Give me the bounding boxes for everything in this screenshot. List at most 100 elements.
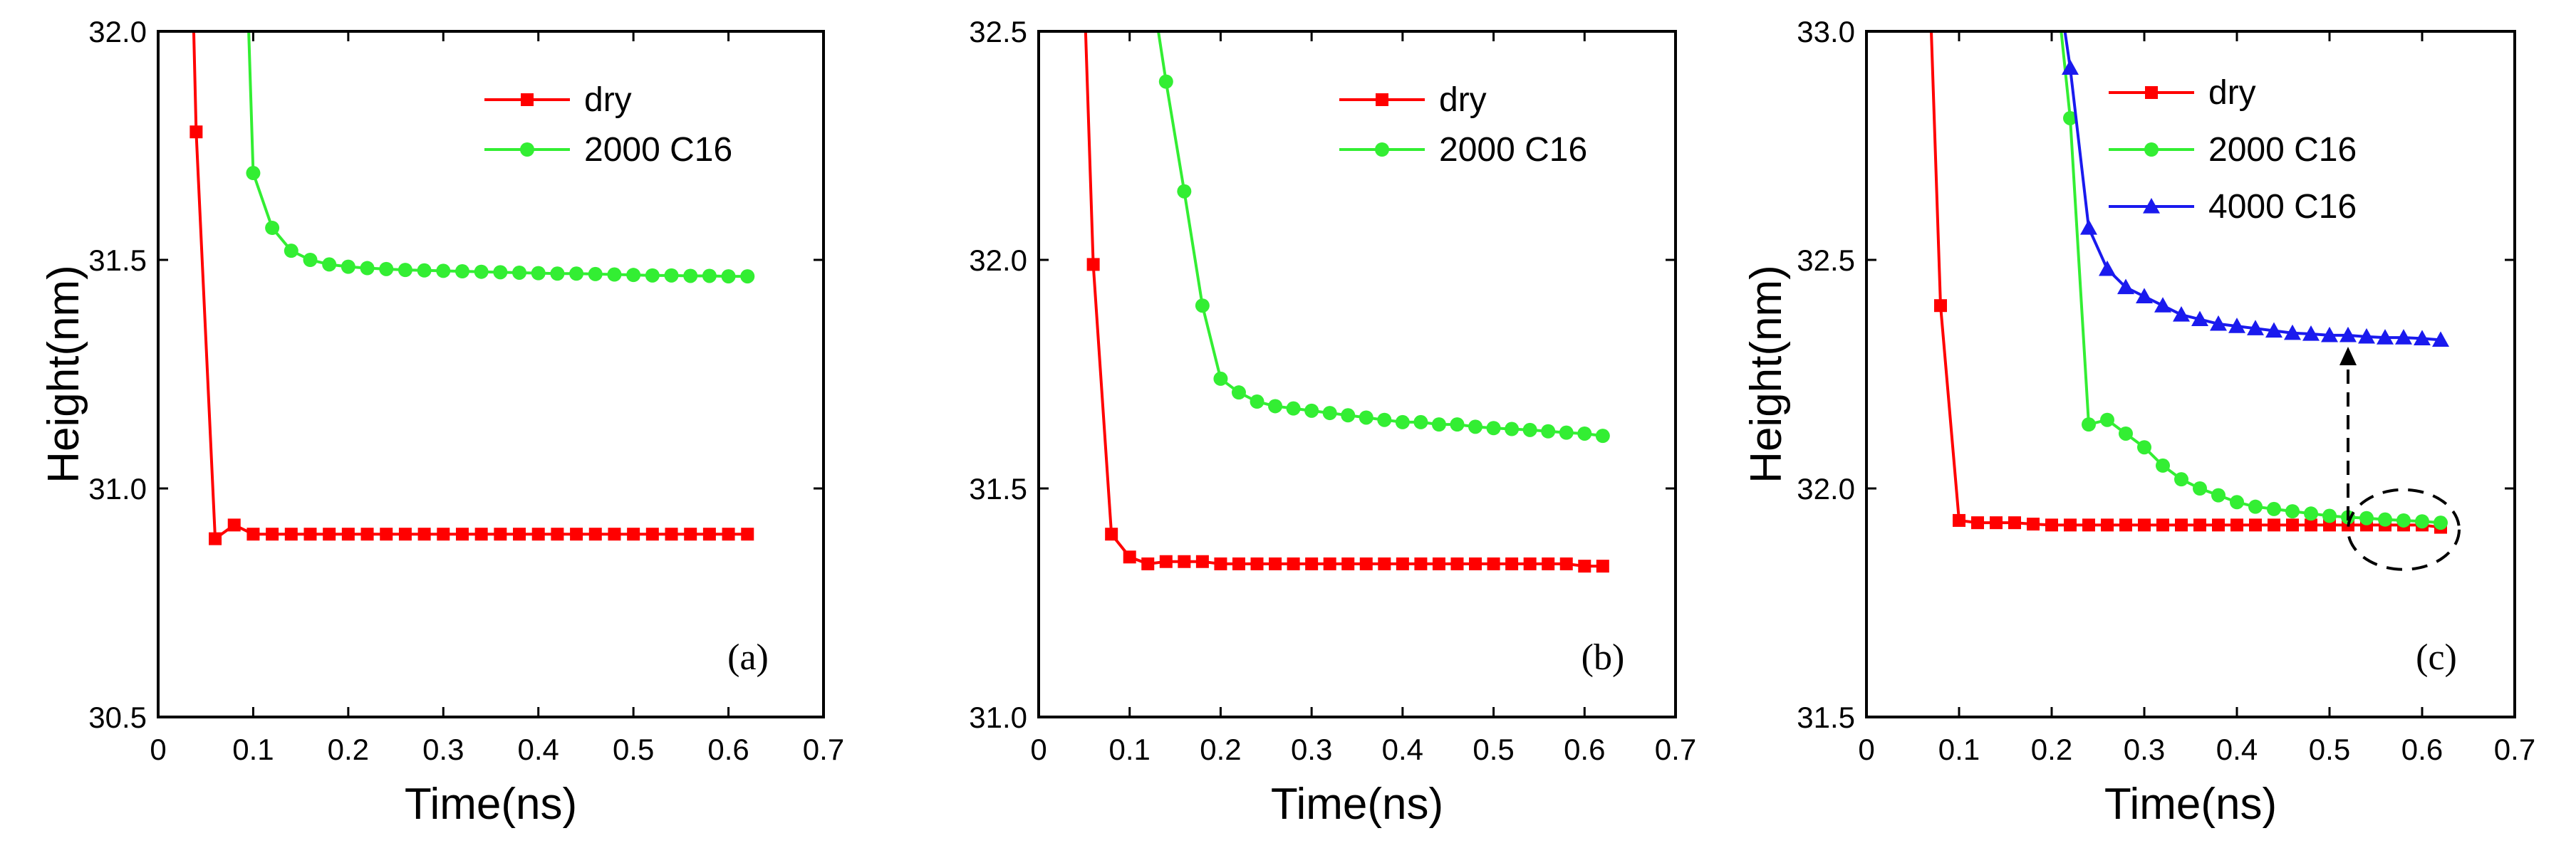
- panel-a-data-point: [474, 264, 489, 279]
- panel-a-data-point: [417, 263, 432, 278]
- legend-marker: [2144, 142, 2159, 157]
- panel-c-data-point: [2284, 324, 2301, 340]
- panel-a-legend-item: [484, 142, 570, 157]
- panel-a-xtick-label: 0.7: [803, 733, 844, 766]
- panel-b-data-point: [1359, 557, 1373, 570]
- panel-c-series-4000-c16: [2062, 31, 2449, 347]
- panel-a-data-point: [665, 528, 678, 541]
- panel-c-data-point: [2305, 518, 2317, 532]
- panel-c-data-point: [1934, 299, 1947, 313]
- panel-c-data-point: [2265, 322, 2282, 338]
- panel-a-data-point: [360, 528, 374, 541]
- panel-c-data-point: [1953, 513, 1965, 527]
- panel-c-data-point: [2154, 297, 2171, 313]
- panel-a-data-point: [645, 268, 660, 283]
- panel-b-data-point: [1523, 557, 1537, 570]
- panel-a-data-point: [588, 528, 602, 541]
- panel-a-ytick-label: 30.5: [88, 701, 147, 734]
- annotation-arrow-head: [2339, 346, 2357, 365]
- panel-b-data-point: [1269, 557, 1282, 570]
- panel-b-data-point: [1250, 557, 1264, 570]
- panel-a-xtick-label: 0.1: [232, 733, 274, 766]
- panel-c-data-point: [2321, 326, 2338, 342]
- panel-c-data-point: [2212, 518, 2225, 532]
- panel-a-data-point: [284, 528, 298, 541]
- panel-c-data-point: [2156, 458, 2170, 473]
- legend-label: 2000 C16: [2208, 131, 2357, 169]
- panel-b-series-line: [1084, 31, 1603, 568]
- panel-c-data-point: [2339, 326, 2357, 342]
- panel-c-series-line: [1929, 31, 2441, 529]
- legend-label: dry: [2208, 74, 2256, 112]
- annotation-dashed-ellipse: [2347, 488, 2461, 571]
- panel-a-data-point: [323, 528, 336, 541]
- legend-label: dry: [1439, 81, 1487, 119]
- panel-c-data-point: [1971, 516, 1984, 530]
- panel-c-data-point: [2082, 417, 2096, 432]
- panel-b-data-point: [1595, 429, 1610, 444]
- panel-b-xtick-label: 0.4: [1382, 733, 1423, 766]
- panel-a-data-point: [741, 528, 754, 541]
- panel-c-data-point: [2302, 325, 2320, 341]
- panel-a-data-point: [303, 253, 318, 267]
- panel-c-label: (c): [2416, 637, 2457, 678]
- panel-c-ytick-label: 32.5: [1797, 244, 1855, 277]
- panel-a-data-point: [722, 528, 735, 541]
- panel-a-data-point: [721, 269, 736, 284]
- panel-b-data-point: [1542, 557, 1555, 570]
- panel-b-data-point: [1177, 184, 1192, 199]
- panel-c-data-point: [2173, 306, 2190, 322]
- panel-a-data-point: [607, 267, 622, 282]
- panel-b-data-point: [1305, 557, 1319, 570]
- panel-b-legend-item: [1339, 142, 1425, 157]
- panel-a-data-point: [684, 528, 697, 541]
- panel-c-series-dry: [1929, 31, 2447, 534]
- panel-a-data-point: [570, 528, 583, 541]
- panel-a-data-point: [398, 528, 412, 541]
- panel-a-data-point: [227, 518, 241, 532]
- legend-marker: [520, 142, 534, 157]
- panel-a-data-point: [494, 528, 507, 541]
- panel-a-data-point: [360, 261, 375, 276]
- panel-c-xtick-label: 0.6: [2401, 733, 2443, 766]
- panel-c-data-point: [2377, 329, 2394, 345]
- panel-c-data-point: [2063, 110, 2077, 125]
- panel-b-data-point: [1232, 557, 1245, 570]
- panel-c-data-point: [2248, 499, 2263, 514]
- panel-b-data-point: [1505, 557, 1519, 570]
- panel-b-data-point: [1322, 406, 1337, 421]
- panel-c-data-point: [2080, 219, 2097, 235]
- legend-marker: [2145, 86, 2158, 99]
- panel-a-legend-item: [484, 93, 570, 106]
- panel-a-data-point: [740, 269, 755, 284]
- panel-c-data-point: [2191, 310, 2208, 327]
- panel-b-frame: [1037, 30, 1677, 718]
- legend-marker: [1375, 142, 1389, 157]
- legend-marker: [521, 93, 534, 106]
- panel-c-data-point: [2322, 508, 2337, 523]
- panel-b-data-point: [1323, 557, 1336, 570]
- panel-c-data-point: [2100, 412, 2114, 427]
- panel-c-data-point: [2415, 514, 2429, 529]
- panel-c-ytick-label: 33.0: [1797, 15, 1855, 48]
- panel-b-data-point: [1432, 557, 1445, 570]
- panel-b-data-point: [1214, 557, 1227, 570]
- panel-c-xtick-label: 0.4: [2216, 733, 2258, 766]
- panel-a-xtick-label: 0.4: [518, 733, 559, 766]
- panel-a-data-point: [209, 532, 222, 545]
- panel-a-data-point: [626, 268, 641, 283]
- panel-b-data-point: [1341, 557, 1355, 570]
- panel-b-data-point: [1431, 417, 1446, 432]
- panel-c-xlabel: Time(ns): [2104, 780, 2277, 829]
- panel-a-data-point: [455, 528, 469, 541]
- panel-c-data-point: [2082, 518, 2095, 532]
- panel-c-data-point: [2286, 518, 2299, 532]
- legend-marker: [2143, 198, 2160, 214]
- panel-a-data-point: [569, 266, 584, 281]
- panel-b-series-line: [1156, 31, 1604, 438]
- panel-a-ylabel: Height(nm): [39, 265, 88, 483]
- panel-c-data-point: [2359, 511, 2374, 525]
- panel-a-data-point: [702, 268, 717, 283]
- panel-b-data-point: [1141, 557, 1155, 570]
- panel-c-data-point: [2434, 516, 2448, 530]
